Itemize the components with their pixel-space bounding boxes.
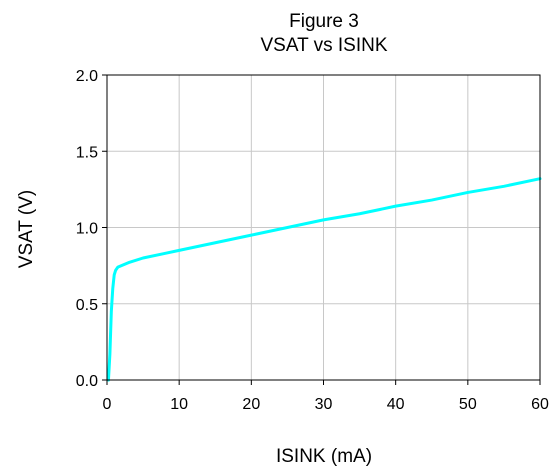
chart-title: Figure 3 <box>289 11 359 32</box>
x-tick-label: 50 <box>459 396 477 413</box>
x-ticks-layer: 0 10 20 30 40 50 60 <box>103 380 549 413</box>
y-tick-label: 0.0 <box>76 373 98 390</box>
x-tick-label: 0 <box>103 396 112 413</box>
y-tick-label: 1.5 <box>76 144 98 161</box>
x-axis-label: ISINK (mA) <box>276 446 372 467</box>
y-tick-label: 1.0 <box>76 221 98 238</box>
x-tick-label: 20 <box>242 396 260 413</box>
x-tick-label: 30 <box>315 396 333 413</box>
x-tick-label: 40 <box>387 396 405 413</box>
chart-subtitle: VSAT vs ISINK <box>260 35 387 56</box>
series-line-0 <box>106 177 542 382</box>
data-layer <box>106 177 542 382</box>
x-tick-label: 10 <box>170 396 188 413</box>
y-axis-label: VSAT (V) <box>16 190 37 268</box>
grid-layer <box>107 75 540 380</box>
y-tick-label: 2.0 <box>76 68 98 85</box>
x-tick-label: 60 <box>531 396 549 413</box>
y-tick-label: 0.5 <box>76 297 98 314</box>
y-ticks-layer: 0.0 0.5 1.0 1.5 2.0 <box>76 68 107 390</box>
